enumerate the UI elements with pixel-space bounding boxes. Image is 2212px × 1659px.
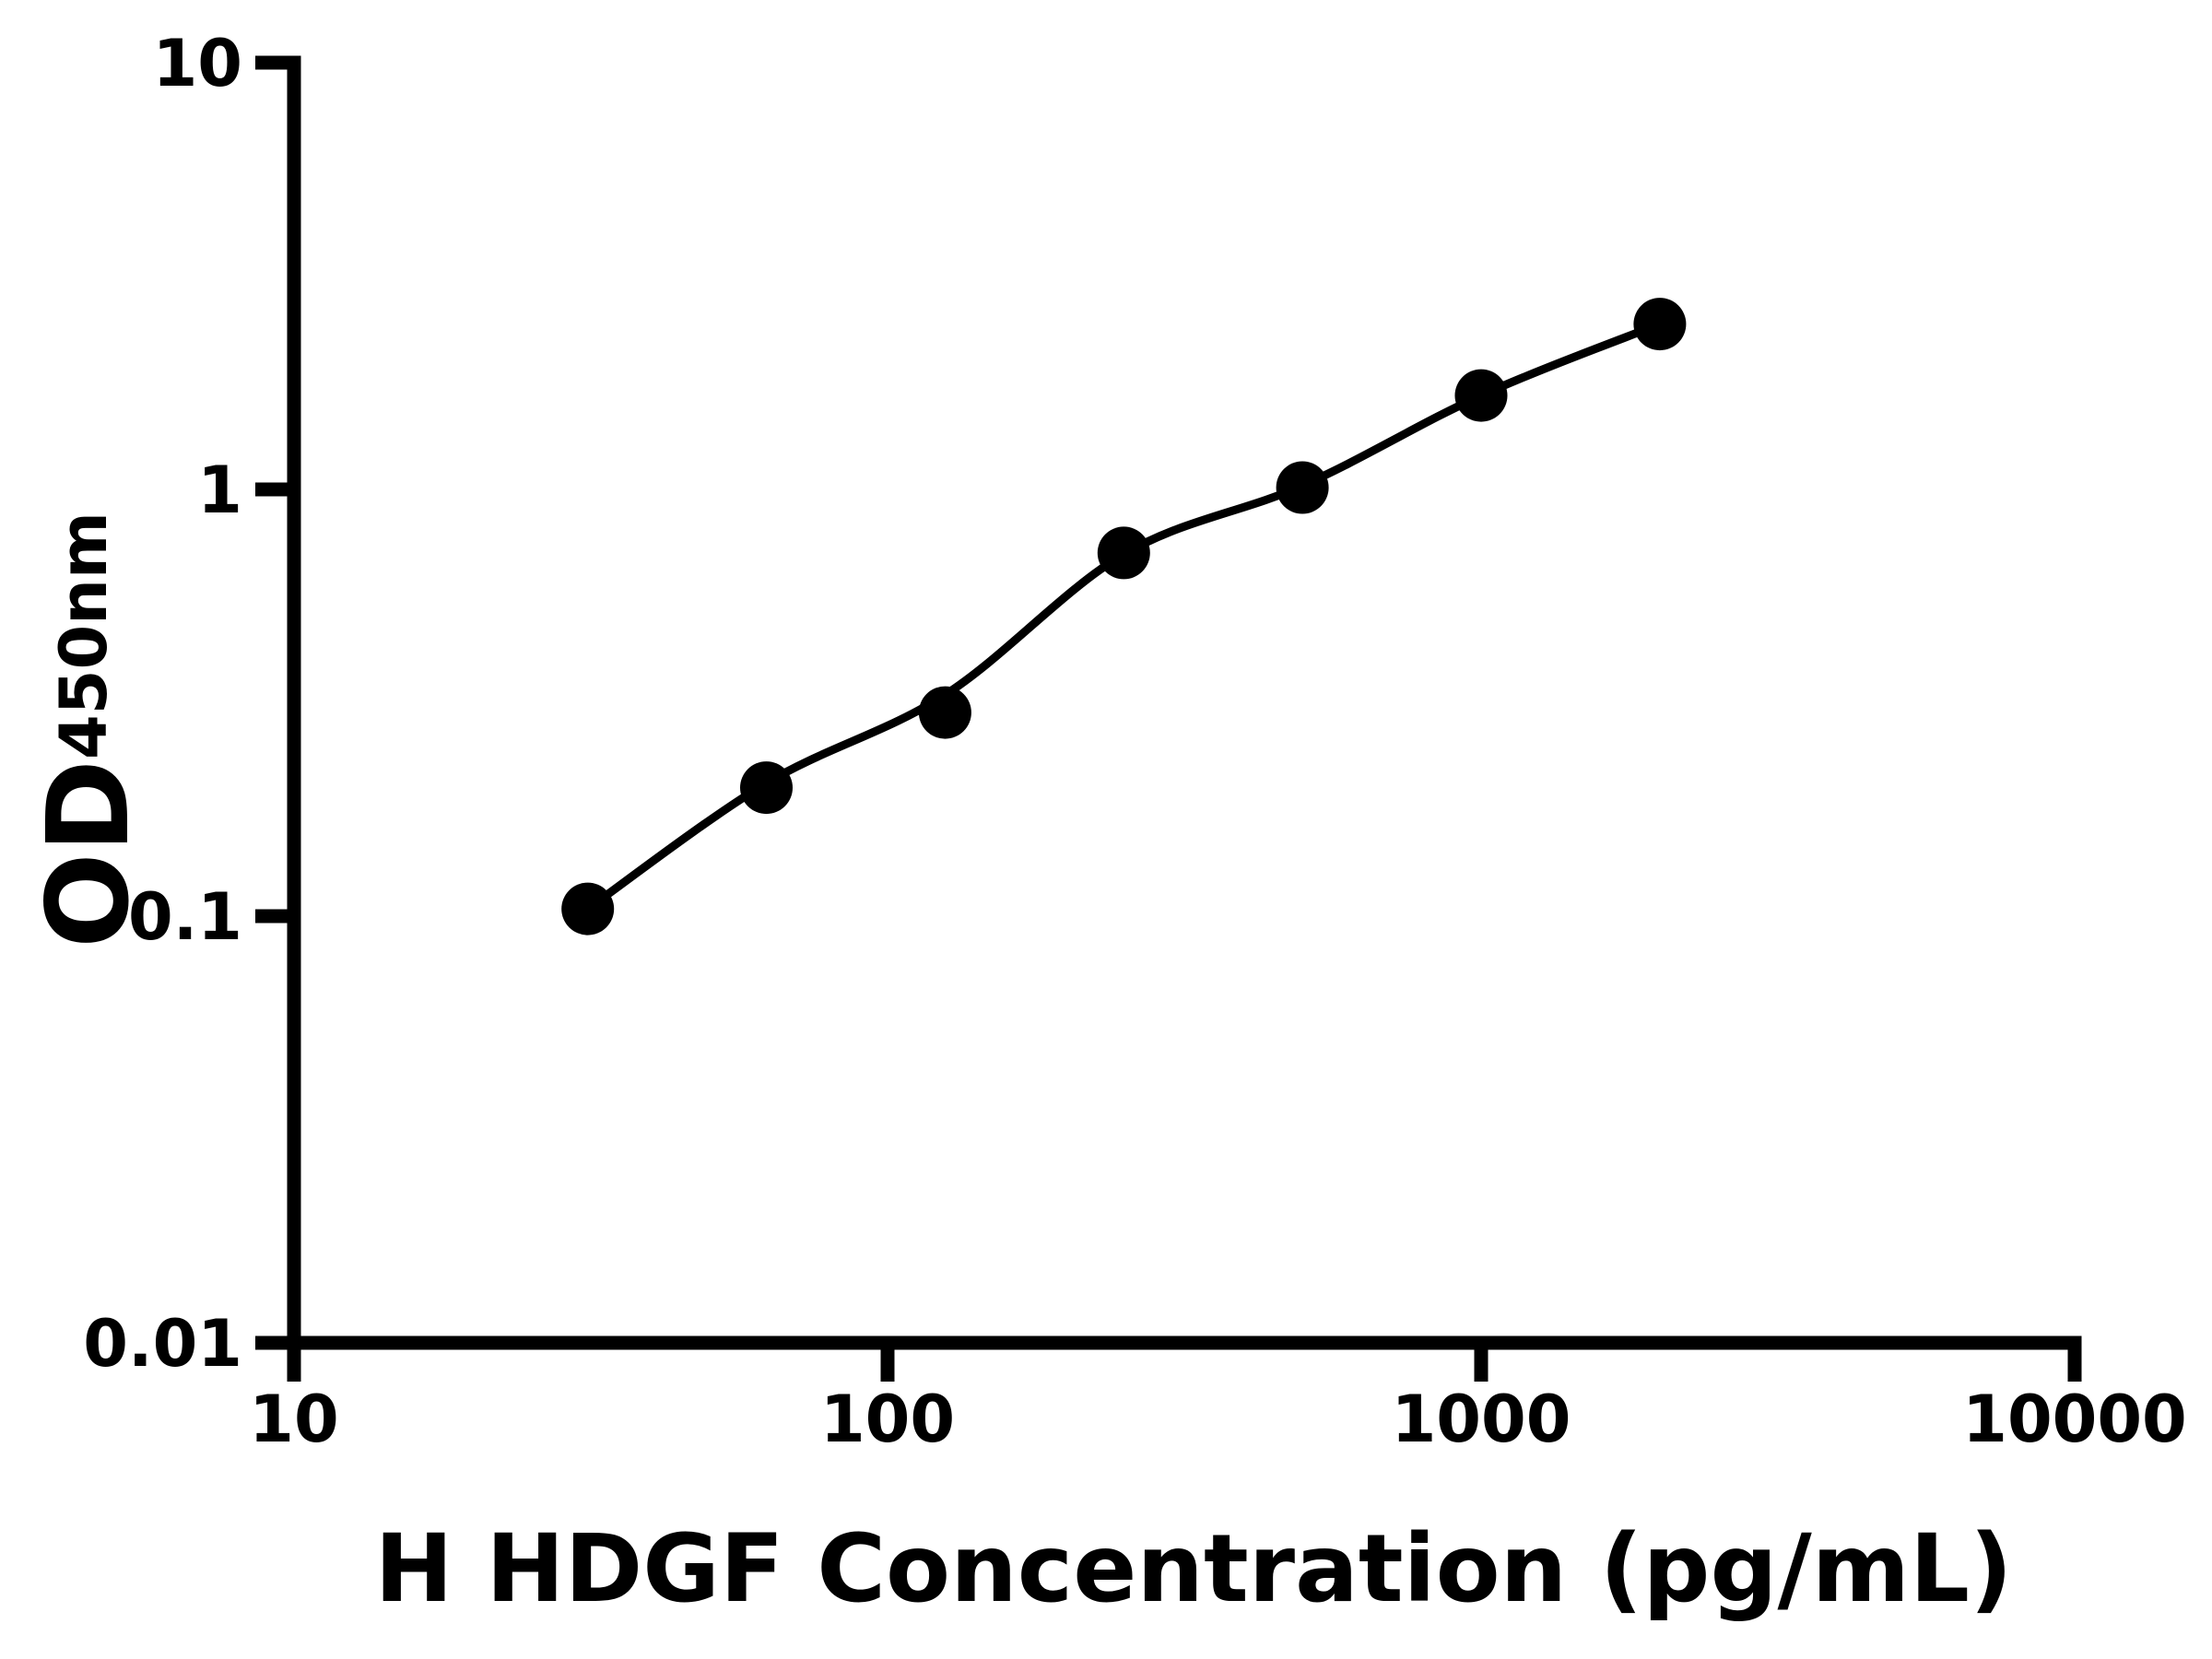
y-tick-label: 0.1 [128, 879, 242, 955]
x-tick-label: 1000 [1392, 1382, 1571, 1457]
y-tick-label: 1 [197, 453, 242, 528]
y-axis-title-subscript: 450nm [46, 512, 122, 759]
data-point [1097, 526, 1150, 580]
data-point [1276, 461, 1329, 514]
data-point [561, 882, 615, 935]
y-tick-label: 0.01 [83, 1306, 242, 1382]
data-point [1633, 298, 1687, 351]
y-tick-label: 10 [153, 26, 242, 101]
y-axis-title: OD450nm [23, 512, 154, 948]
data-point [740, 761, 793, 815]
x-tick-label: 100 [820, 1382, 955, 1457]
x-tick-label: 10 [249, 1382, 338, 1457]
x-tick-label: 10000 [1962, 1382, 2187, 1457]
data-point [918, 686, 971, 739]
y-axis-title-base: OD [23, 759, 154, 948]
x-axis-title: H HDGF Concentration (pg/mL) [374, 1514, 2012, 1624]
data-point [1454, 369, 1508, 422]
